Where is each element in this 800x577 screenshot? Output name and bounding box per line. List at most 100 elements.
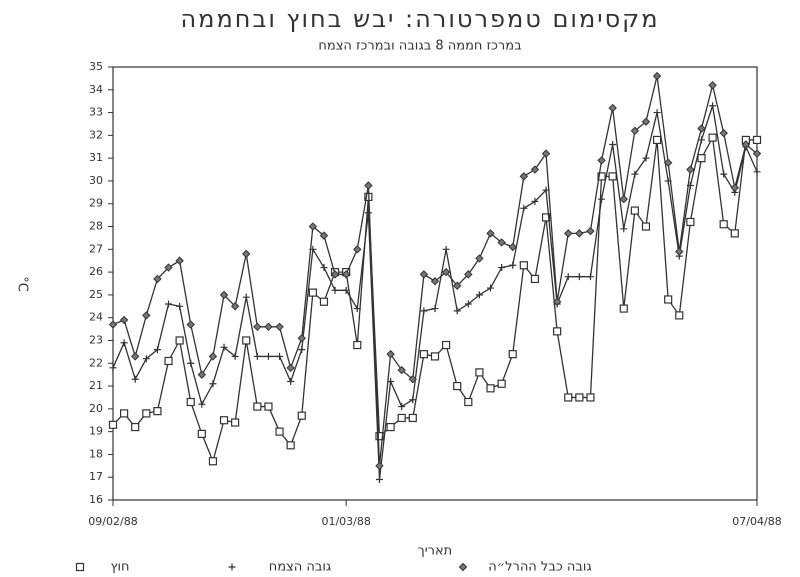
marker <box>287 377 295 385</box>
y-tick-label: 18 <box>89 447 103 460</box>
marker <box>353 245 362 254</box>
x-axis-label: תאריך <box>418 544 452 559</box>
marker <box>208 457 218 466</box>
y-tick-label: 29 <box>89 197 103 210</box>
marker <box>619 194 628 204</box>
marker <box>586 273 594 281</box>
marker <box>109 364 117 372</box>
marker <box>308 222 318 231</box>
marker <box>108 320 118 329</box>
marker <box>175 256 184 265</box>
marker <box>508 350 517 359</box>
y-tick-label: 21 <box>89 379 103 392</box>
marker <box>230 302 240 311</box>
marker <box>509 261 517 269</box>
marker <box>575 273 583 281</box>
y-tick-label: 33 <box>89 106 103 119</box>
marker <box>120 409 129 418</box>
marker <box>619 304 628 313</box>
marker <box>164 263 173 272</box>
marker <box>442 340 451 350</box>
legend-label: גובה הצמח <box>269 560 332 575</box>
y-tick-label: 35 <box>89 60 103 73</box>
marker <box>297 333 306 343</box>
marker <box>453 381 462 391</box>
marker <box>608 172 617 181</box>
marker <box>375 461 384 471</box>
marker <box>541 149 551 158</box>
marker <box>708 81 717 90</box>
y-tick-label: 17 <box>89 470 103 483</box>
marker <box>464 300 472 308</box>
marker <box>342 286 350 294</box>
marker <box>286 441 295 450</box>
marker <box>530 165 540 174</box>
marker <box>752 149 762 158</box>
marker <box>408 375 418 384</box>
marker <box>519 172 529 181</box>
marker <box>420 307 428 315</box>
marker <box>675 247 684 256</box>
marker <box>397 365 406 375</box>
marker <box>686 217 695 227</box>
marker <box>419 350 428 359</box>
marker <box>264 322 273 332</box>
marker <box>430 352 440 361</box>
marker <box>720 170 728 178</box>
marker <box>398 403 406 411</box>
marker <box>353 340 362 350</box>
marker <box>642 154 650 162</box>
marker <box>597 156 606 165</box>
marker <box>331 286 339 294</box>
marker <box>630 206 639 215</box>
marker <box>741 140 751 149</box>
y-tick-label: 34 <box>89 83 103 96</box>
marker <box>198 400 206 408</box>
marker <box>652 135 662 145</box>
marker <box>553 327 562 336</box>
marker <box>276 352 284 360</box>
marker <box>520 204 528 212</box>
marker <box>130 352 140 361</box>
marker <box>386 349 395 359</box>
chart-title: מקסימום טמפרטורה: יבש בחוץ ובחממה <box>180 5 659 33</box>
marker <box>641 222 651 231</box>
y-tick-label: 26 <box>89 265 103 278</box>
y-tick-label: 16 <box>89 493 103 506</box>
y-tick-label: 27 <box>89 242 103 255</box>
marker <box>341 270 351 279</box>
marker <box>297 411 306 420</box>
marker <box>142 409 151 418</box>
marker <box>142 311 151 320</box>
marker <box>131 375 139 383</box>
marker <box>709 102 717 110</box>
marker <box>575 393 584 402</box>
marker <box>397 413 406 423</box>
marker <box>253 352 261 360</box>
marker <box>164 356 173 366</box>
marker <box>353 305 361 313</box>
marker <box>219 416 229 425</box>
marker <box>153 274 162 284</box>
marker <box>486 229 495 238</box>
marker <box>186 397 195 407</box>
marker <box>697 136 705 144</box>
marker <box>575 229 584 238</box>
marker <box>253 322 262 332</box>
marker <box>697 154 706 163</box>
marker <box>220 343 228 351</box>
marker <box>197 429 206 439</box>
marker <box>475 254 484 263</box>
marker <box>431 305 439 313</box>
y-tick-label: 28 <box>89 220 103 233</box>
marker <box>320 264 328 272</box>
marker <box>419 270 429 279</box>
marker <box>231 418 240 427</box>
marker <box>486 384 495 393</box>
series <box>109 102 761 483</box>
marker <box>408 413 417 423</box>
marker <box>730 229 739 238</box>
legend-label: חוץ <box>110 560 129 575</box>
marker <box>375 475 383 483</box>
marker <box>719 220 728 229</box>
